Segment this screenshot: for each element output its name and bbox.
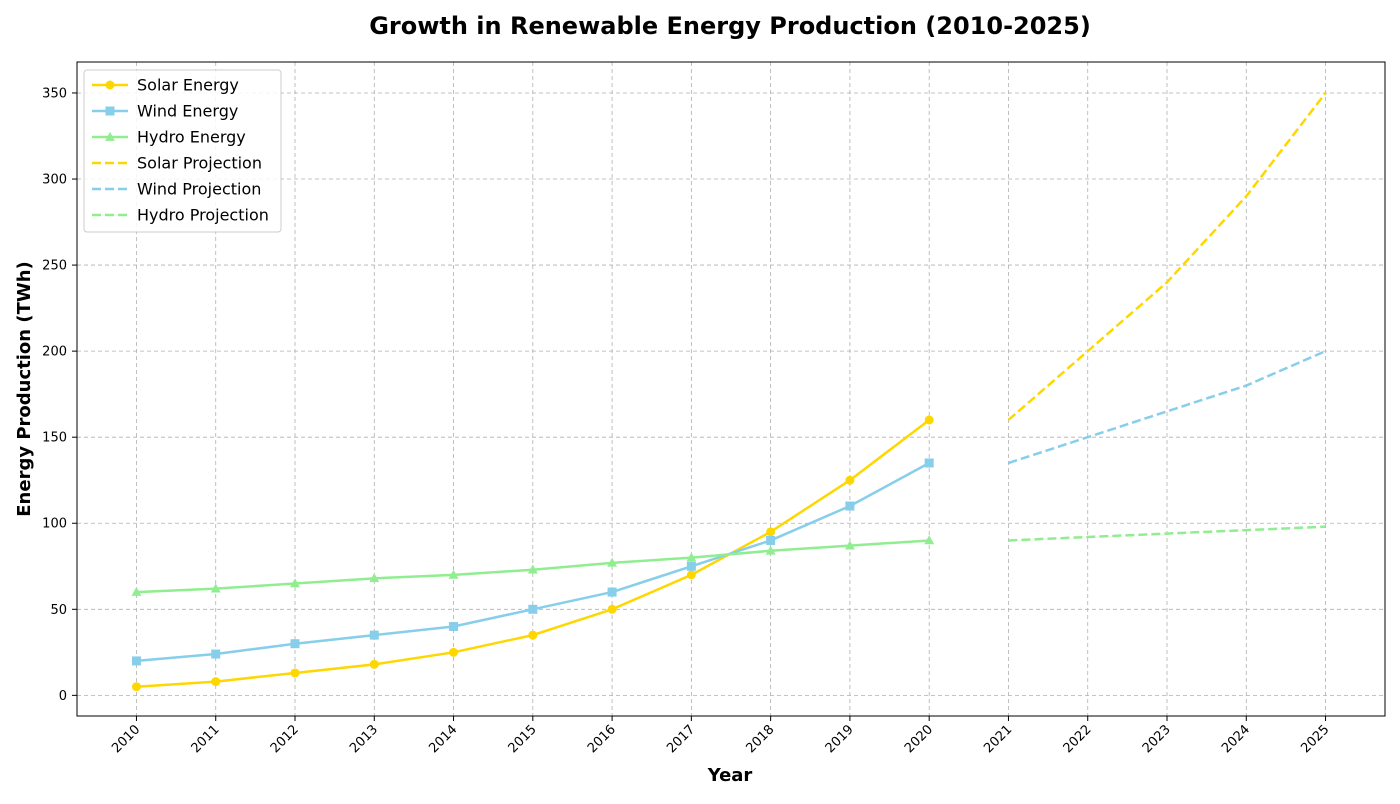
data-point (924, 415, 934, 425)
x-tick-label: 2021 (981, 722, 1015, 756)
series-line-wind-projection (1008, 349, 1327, 465)
data-point (766, 535, 776, 545)
legend-label: Solar Energy (137, 76, 239, 95)
legend: Solar Energy Wind Energy Hydro Energy Solar… (83, 69, 282, 233)
data-point (844, 540, 855, 550)
data-point (528, 604, 538, 614)
data-point (924, 535, 935, 545)
y-tick-label: 100 (42, 517, 67, 532)
x-tick-label: 2019 (823, 722, 857, 756)
data-point (290, 578, 300, 588)
y-tick-label: 150 (42, 431, 67, 446)
data-point (448, 569, 459, 579)
x-tick-label: 2011 (189, 722, 223, 756)
data-point (845, 475, 855, 485)
legend-label: Solar Projection (137, 154, 262, 173)
x-tick-label: 2017 (664, 722, 698, 756)
data-point (290, 668, 300, 678)
data-point (290, 639, 300, 649)
x-tick-label: 2024 (1219, 722, 1253, 756)
y-tick-label: 250 (42, 259, 67, 274)
x-axis-label: Year (707, 765, 753, 786)
series-markers (131, 415, 935, 692)
legend-label: Wind Projection (137, 180, 261, 199)
y-tick-label: 0 (59, 689, 67, 704)
y-tick-label: 300 (42, 173, 67, 188)
x-tick-label: 2012 (268, 722, 302, 756)
legend-box (83, 69, 282, 233)
data-point (105, 131, 115, 141)
x-tick-label: 2018 (743, 722, 777, 756)
data-point (528, 630, 538, 640)
data-point (210, 583, 221, 593)
data-point (131, 682, 141, 692)
data-point (686, 552, 697, 562)
x-tick-label: 2014 (426, 722, 460, 756)
x-tick-label: 2015 (506, 722, 540, 756)
data-point (449, 622, 459, 632)
data-point (369, 659, 379, 669)
data-point (211, 649, 221, 659)
data-point (924, 458, 934, 468)
data-point (845, 501, 855, 511)
data-point (766, 527, 776, 537)
x-tick-label: 2020 (902, 722, 936, 756)
data-point (607, 587, 617, 597)
grid-lines (77, 62, 1385, 716)
x-tick-label: 2022 (1061, 722, 1095, 756)
series-lines (136, 92, 1327, 688)
data-point (211, 677, 221, 687)
data-point (131, 586, 142, 596)
series-line-hydro-projection (1008, 525, 1326, 542)
data-point (527, 564, 538, 574)
legend-label: Hydro Projection (137, 206, 269, 225)
data-point (607, 604, 617, 614)
data-point (686, 570, 696, 580)
plot-frame (76, 61, 1386, 717)
data-point (765, 545, 776, 555)
data-point (105, 106, 115, 116)
y-tick-label: 200 (42, 345, 67, 360)
data-point (131, 656, 141, 666)
chart-title: Growth in Renewable Energy Production (2… (369, 12, 1091, 40)
data-point (369, 573, 380, 583)
data-point (607, 557, 618, 567)
x-tick-label: 2016 (585, 722, 619, 756)
data-point (369, 630, 379, 640)
y-tick-label: 350 (42, 86, 67, 101)
legend-label: Wind Energy (137, 102, 238, 121)
data-point (449, 647, 459, 657)
y-tick-label: 50 (50, 603, 67, 618)
y-axis-label: Energy Production (TWh) (14, 261, 35, 517)
legend-label: Hydro Energy (137, 128, 246, 147)
data-point (105, 80, 115, 90)
series-line-solar-projection (1007, 92, 1327, 421)
data-point (686, 561, 696, 571)
x-tick-label: 2023 (1140, 722, 1174, 756)
x-tick-label: 2025 (1298, 722, 1332, 756)
x-tick-label: 2010 (109, 722, 143, 756)
x-tick-label: 2013 (347, 722, 381, 756)
